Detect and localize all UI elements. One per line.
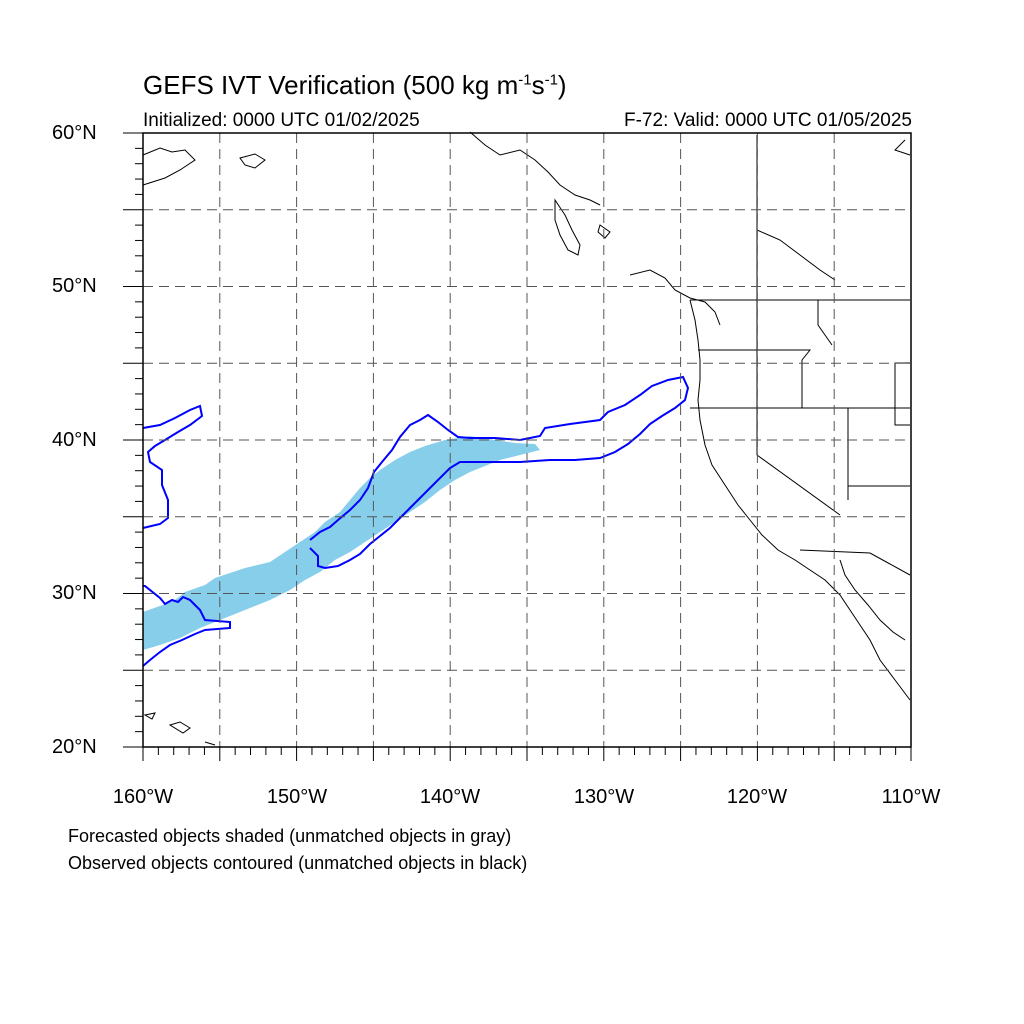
lat-label-30n: 30°N (52, 582, 97, 604)
observed-ivt-contour (142, 585, 231, 667)
state-borders (690, 135, 911, 576)
axis-ticks (123, 132, 912, 761)
lon-label-110w: 110°W (881, 786, 941, 808)
observed-ivt-contour-band (309, 375, 690, 570)
lat-label-60n: 60°N (52, 122, 97, 144)
legend-note-observed: Observed objects contoured (unmatched ob… (68, 853, 528, 873)
lat-label-20n: 20°N (52, 736, 97, 758)
valid-time: F-72: Valid: 0000 UTC 01/05/2025 (624, 110, 912, 131)
lon-label-140w: 140°W (419, 786, 481, 808)
legend-note-forecast: Forecasted objects shaded (unmatched obj… (68, 826, 512, 846)
lat-label-50n: 50°N (52, 275, 97, 297)
graticule (143, 133, 911, 747)
initialized-time: Initialized: 0000 UTC 01/02/2025 (143, 110, 420, 131)
forecast-ivt-object (143, 436, 540, 650)
observed-ivt-contour-main (142, 404, 204, 529)
lat-label-40n: 40°N (52, 429, 97, 451)
lon-label-120w: 120°W (726, 786, 788, 808)
lon-label-150w: 150°W (266, 786, 328, 808)
map-title: GEFS IVT Verification (500 kg m-1s-1) (143, 70, 567, 100)
lon-label-130w: 130°W (573, 786, 635, 808)
coastlines (142, 131, 911, 746)
lon-label-160w: 160°W (112, 786, 174, 808)
